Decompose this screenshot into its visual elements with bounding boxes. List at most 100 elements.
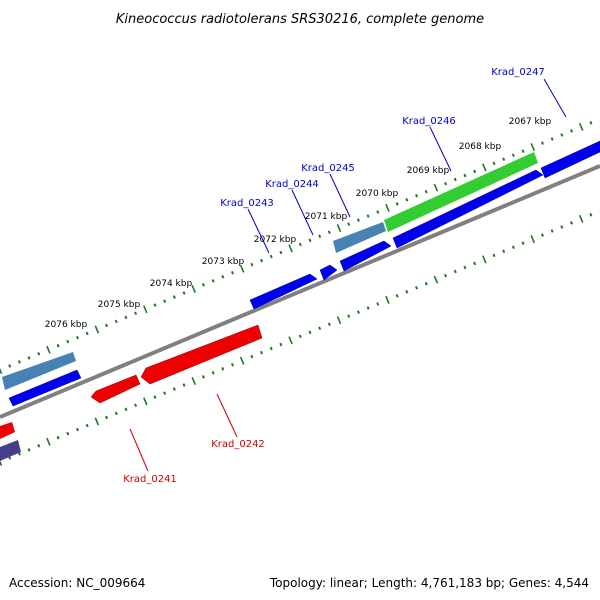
- gene-arrow-reverse[interactable]: [90, 374, 141, 404]
- ruler-minor-tick: [17, 360, 21, 364]
- ruler-minor-tick: [366, 306, 370, 310]
- ruler-tick-label: 2073 kbp: [202, 257, 245, 267]
- ruler-minor-tick: [279, 342, 283, 347]
- ruler-minor-tick: [75, 335, 79, 340]
- ruler-minor-tick: [298, 334, 302, 339]
- ruler-major-tick: [578, 122, 584, 131]
- ruler-minor-tick: [66, 339, 70, 344]
- ruler-minor-tick: [85, 331, 89, 336]
- ruler-minor-tick: [56, 343, 60, 348]
- ruler-major-tick: [46, 437, 51, 446]
- ruler-minor-tick: [570, 221, 574, 225]
- map-title: Kineococcus radiotolerans SRS30216, comp…: [116, 12, 484, 27]
- gene-arrow-forward[interactable]: [249, 273, 318, 310]
- ruler-minor-tick: [308, 330, 312, 335]
- ruler-minor-tick: [327, 322, 331, 326]
- forward-genes: [8, 140, 600, 407]
- gene-arrow-forward[interactable]: [540, 140, 600, 179]
- ruler-minor-tick: [172, 387, 176, 391]
- ruler-minor-tick: [589, 121, 593, 125]
- ruler-major-tick: [433, 183, 439, 192]
- ruler-major-tick: [482, 255, 487, 264]
- ruler-minor-tick: [424, 281, 428, 286]
- ruler-minor-tick: [521, 149, 525, 153]
- gene-labels: Krad_0247 Krad_0246 Krad_0245 Krad_0244 …: [123, 67, 567, 485]
- ruler-tick-label: 2072 kbp: [254, 235, 297, 245]
- ruler-minor-tick: [405, 198, 409, 202]
- genome-summary-text: Topology: linear; Length: 4,761,183 bp; …: [269, 576, 589, 590]
- ruler-minor-tick: [521, 241, 525, 245]
- gene-arrow-forward[interactable]: [319, 264, 338, 281]
- gene-arrow-reverse-other[interactable]: [0, 440, 21, 461]
- ruler-minor-tick: [550, 137, 554, 141]
- ruler-major-tick: [191, 284, 197, 293]
- ruler-minor-tick: [395, 294, 399, 298]
- ruler-minor-tick: [269, 346, 273, 351]
- ruler-minor-tick: [17, 452, 21, 456]
- gene-arrow-forward[interactable]: [339, 240, 392, 272]
- gene-label[interactable]: Krad_0247: [491, 67, 545, 78]
- ruler-minor-tick: [502, 249, 506, 254]
- ruler-minor-tick: [8, 364, 12, 368]
- gene-arrow-forward[interactable]: [8, 369, 82, 407]
- ruler-minor-tick: [415, 285, 419, 290]
- gene-label[interactable]: Krad_0241: [123, 474, 177, 485]
- ruler-minor-tick: [473, 169, 477, 174]
- ruler-minor-tick: [105, 323, 109, 328]
- feature-highlight-gene[interactable]: [384, 152, 538, 232]
- ruler-minor-tick: [298, 242, 302, 247]
- gene-label[interactable]: Krad_0245: [301, 163, 355, 174]
- ruler-major-tick: [239, 264, 245, 273]
- ruler-minor-tick: [318, 326, 322, 331]
- ruler-minor-tick: [250, 262, 254, 267]
- ruler-minor-tick: [444, 273, 448, 278]
- ruler-minor-tick: [37, 444, 41, 448]
- ruler-major-tick: [385, 295, 390, 304]
- ruler-minor-tick: [453, 177, 457, 182]
- gene-arrow-reverse[interactable]: [0, 422, 15, 439]
- ruler-minor-tick: [114, 411, 118, 416]
- gene-arrow-forward[interactable]: [392, 169, 544, 249]
- ruler-tick-label: 2074 kbp: [150, 279, 193, 289]
- ruler-minor-tick: [550, 229, 554, 233]
- ruler-minor-tick: [211, 279, 215, 283]
- gene-label[interactable]: Krad_0242: [211, 439, 265, 450]
- ruler-minor-tick: [211, 371, 215, 375]
- ruler-minor-tick: [66, 431, 70, 436]
- feature-rna[interactable]: [333, 222, 386, 253]
- ruler-minor-tick: [570, 129, 574, 133]
- ruler-minor-tick: [56, 435, 60, 440]
- ruler-minor-tick: [8, 456, 12, 460]
- ruler-minor-tick: [502, 157, 506, 162]
- ruler-minor-tick: [153, 303, 157, 307]
- gene-label[interactable]: Krad_0243: [220, 198, 274, 209]
- forward-features: [2, 152, 538, 390]
- feature-rna[interactable]: [2, 352, 76, 390]
- ruler-minor-tick: [201, 283, 205, 287]
- ruler-minor-tick: [395, 202, 399, 206]
- ruler-major-tick: [433, 275, 439, 284]
- ruler-minor-tick: [250, 354, 254, 359]
- ruler-minor-tick: [540, 233, 544, 237]
- ruler-minor-tick: [356, 218, 360, 222]
- gene-arrow-reverse[interactable]: [140, 324, 263, 385]
- ruler-major-tick: [94, 417, 100, 426]
- gene-label[interactable]: Krad_0246: [402, 116, 456, 127]
- ruler-minor-tick: [27, 356, 31, 360]
- ruler-minor-tick: [540, 141, 544, 145]
- ruler-minor-tick: [463, 265, 467, 270]
- upper-ruler: [0, 121, 593, 374]
- ruler-major-tick: [46, 345, 51, 354]
- ruler-minor-tick: [37, 352, 41, 356]
- ruler-tick-label: 2069 kbp: [407, 166, 450, 176]
- ruler-minor-tick: [376, 302, 380, 306]
- ruler-minor-tick: [172, 295, 176, 299]
- ruler-minor-tick: [230, 270, 234, 275]
- ruler-major-tick: [336, 316, 342, 325]
- ruler-minor-tick: [492, 253, 496, 258]
- ruler-minor-tick: [260, 350, 264, 355]
- ruler-tick-label: 2068 kbp: [459, 142, 502, 152]
- ruler-minor-tick: [405, 290, 409, 294]
- gene-label[interactable]: Krad_0244: [265, 179, 319, 190]
- ruler-minor-tick: [163, 391, 167, 395]
